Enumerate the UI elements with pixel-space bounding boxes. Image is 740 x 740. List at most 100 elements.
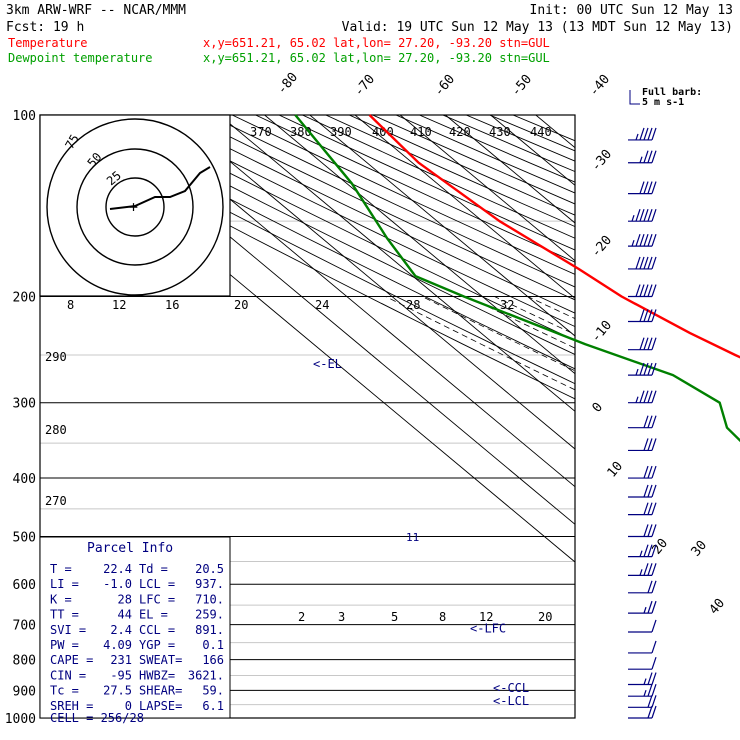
- parcel-field-value: 891.: [195, 623, 224, 637]
- temperature-tick-label: 40: [707, 596, 729, 618]
- hodograph-ring: [105, 177, 165, 237]
- mixing-ratio-tick-label: 20: [234, 298, 248, 312]
- temperature-line: [368, 114, 740, 359]
- hodograph-ring-label: 75: [62, 132, 81, 152]
- wind-barb: [628, 465, 657, 479]
- temperature-legend: Temperature: [8, 36, 87, 50]
- wind-barb: [628, 309, 657, 323]
- parcel-field-value: 3621.: [188, 668, 224, 682]
- parcel-field-value: 22.4: [103, 562, 132, 576]
- pressure-tick-label: 900: [13, 684, 36, 699]
- temperature-tick-label: -80: [275, 70, 302, 98]
- wind-barbs: Full barb:5 m s-1: [628, 87, 702, 719]
- moist-adiabat: [619, 297, 740, 719]
- level-marker-label: <-CCL: [493, 681, 529, 695]
- moist-adiabat: [494, 296, 575, 335]
- mixing-ratio-low-tick-label: 3: [338, 610, 345, 624]
- wind-barb: [628, 233, 657, 247]
- temperature-tick-label: -60: [432, 72, 459, 100]
- parcel-field-label: LFC =: [139, 592, 175, 606]
- moist-adiabat: [385, 296, 575, 391]
- mixing-ratio-low-tick-label: 20: [538, 610, 552, 624]
- temperature-tick-label: -50: [509, 72, 536, 100]
- moist-adiabat: [682, 297, 740, 719]
- wind-barb: [628, 208, 657, 222]
- parcel-field-label: CIN =: [50, 668, 86, 682]
- mixing-ratio-tick-label: 16: [165, 298, 179, 312]
- parcel-field-value: 937.: [195, 577, 224, 591]
- wind-barb: [628, 484, 657, 498]
- parcel-field-value: 4.09: [103, 638, 132, 652]
- mixing-ratio-tick-label: 8: [67, 298, 74, 312]
- parcel-field-label: TT =: [50, 608, 79, 622]
- pressure-tick-label: 600: [13, 578, 36, 593]
- dewpoint-legend: Dewpoint temperature: [8, 51, 153, 65]
- parcel-field-label: SHEAR=: [139, 684, 182, 698]
- parcel-field-label: SWEAT=: [139, 653, 182, 667]
- theta-tick-label: 390: [330, 125, 352, 139]
- parcel-field-value: 259.: [195, 608, 224, 622]
- parcel-field-value: 166: [202, 653, 224, 667]
- parcel-field-value: -1.0: [103, 577, 132, 591]
- wind-barb: [628, 150, 657, 164]
- theta-tick-label: 430: [489, 125, 511, 139]
- parcel-field-value: 20.5: [195, 562, 224, 576]
- fcst-label: Fcst: 19 h: [6, 20, 84, 35]
- temperature-tick-label: 10: [605, 459, 627, 481]
- isotherm: [264, 115, 575, 375]
- wind-barb: [628, 695, 657, 708]
- mixing-ratio-tick-label: 12: [112, 298, 126, 312]
- wind-barb: [628, 657, 657, 670]
- wind-barb: [628, 390, 657, 404]
- parcel-field-label: LI =: [50, 577, 79, 591]
- mixing-ratio-tick-label: 32: [500, 298, 514, 312]
- wind-barb: [628, 181, 657, 195]
- parcel-field-value: 44: [118, 608, 132, 622]
- parcel-field-value: 710.: [195, 592, 224, 606]
- pressure-tick-label: 100: [13, 109, 36, 124]
- parcel-field-label: PW =: [50, 638, 79, 652]
- temperature-tick-label: -40: [587, 72, 614, 100]
- hodograph-ring: [76, 148, 194, 266]
- dry-adiabat: [325, 115, 575, 228]
- wind-barb: [628, 337, 657, 351]
- isotherm: [399, 115, 575, 262]
- hodograph-trace: [109, 166, 211, 210]
- wind-barb: [628, 672, 657, 686]
- wind-barb: [628, 544, 657, 558]
- mixing-ratio-tick-label: 28: [406, 298, 420, 312]
- wind-barb: [628, 683, 657, 697]
- parcel-field-value: -95: [110, 668, 132, 682]
- temperature-tick-label: -20: [589, 233, 616, 261]
- parcel-info-table: Parcel Info T = 22.4 Td = 20.5 LI = -1.0 LCL = 9…: [39, 536, 231, 725]
- theta-left-tick-label: 280: [45, 423, 67, 437]
- wind-barb: [628, 580, 657, 594]
- temperature-info: x,y=651.21, 65.02 lat,lon= 27.20, -93.20…: [203, 36, 550, 50]
- pressure-tick-label: 800: [13, 654, 36, 669]
- level-marker-label: <-EL: [313, 357, 342, 371]
- theta-tick-label: 400: [372, 125, 394, 139]
- temperature-tick-label: -70: [352, 72, 379, 100]
- level-marker-label: <-LFC: [470, 621, 506, 635]
- isotherm: [309, 115, 575, 337]
- theta-tick-label: 370: [250, 125, 272, 139]
- barb-legend-icon: [629, 90, 640, 105]
- wind-barb: [628, 640, 657, 654]
- wind-barb: [628, 256, 657, 270]
- pressure-tick-label: 1000: [5, 712, 36, 727]
- dry-adiabat: [44, 115, 575, 385]
- level-marker-label: <-LCL: [493, 694, 529, 708]
- temperature-tick-label: -30: [589, 147, 616, 175]
- parcel-field-value: 2.4: [110, 623, 132, 637]
- moist-adiabat: [527, 296, 575, 320]
- parcel-field-value: 6.1: [202, 699, 224, 713]
- isotherm: [671, 115, 740, 718]
- parcel-field-label: LCL =: [139, 577, 175, 591]
- dry-adiabat: [40, 124, 575, 400]
- wind-barb: [628, 502, 657, 516]
- mixing-ratio-low-tick-label: 8: [439, 610, 446, 624]
- barb-legend-title: Full barb:: [642, 87, 702, 98]
- model-label: 3km ARW-WRF -- NCAR/MMM: [6, 3, 186, 18]
- valid-label: Valid: 19 UTC Sun 12 May 13 (13 MDT Sun …: [342, 20, 733, 35]
